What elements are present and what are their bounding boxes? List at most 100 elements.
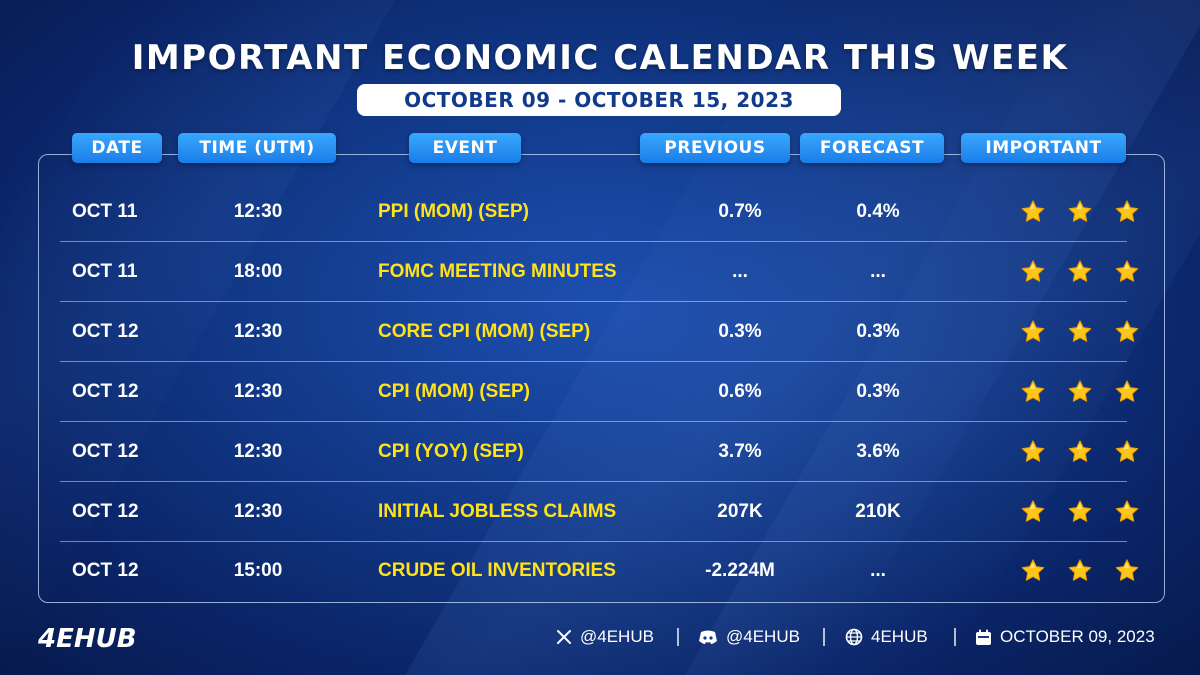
importance-rating	[1020, 242, 1140, 302]
discord-link[interactable]: @4EHUB	[698, 620, 800, 654]
star-icon	[1068, 500, 1092, 522]
date-cell: OCT 12	[72, 501, 139, 522]
importance-rating	[1020, 302, 1140, 362]
date-cell: OCT 12	[72, 381, 139, 402]
time-cell: 12:30	[233, 201, 283, 222]
star-icon	[1021, 559, 1045, 581]
previous-cell: 0.7%	[718, 201, 762, 222]
importance-rating	[1020, 482, 1140, 542]
previous-cell: 0.3%	[718, 321, 762, 342]
star-icon	[1115, 200, 1139, 222]
event-cell: FOMC MEETING MINUTES	[378, 261, 617, 282]
date-cell: OCT 12	[72, 560, 139, 581]
importance-rating	[1020, 362, 1140, 422]
column-header-forecast: FORECAST	[800, 133, 944, 163]
row-divider	[60, 541, 1127, 542]
footer-date: OCTOBER 09, 2023	[975, 620, 1155, 654]
page-title: IMPORTANT ECONOMIC CALENDAR THIS WEEK	[131, 38, 1069, 78]
event-cell: CPI (MOM) (SEP)	[378, 381, 530, 402]
forecast-cell: ...	[870, 261, 886, 282]
previous-cell: 0.6%	[718, 381, 762, 402]
date-cell: OCT 12	[72, 321, 139, 342]
forecast-cell: 3.6%	[856, 441, 900, 462]
previous-cell: -2.224M	[705, 560, 775, 581]
event-cell: PPI (MOM) (SEP)	[378, 201, 529, 222]
brand-logo-text: 4EHUB	[38, 624, 137, 652]
row-divider	[60, 421, 1127, 422]
x-link[interactable]: @4EHUB	[556, 620, 654, 654]
forecast-cell: 0.4%	[856, 201, 900, 222]
date-range-badge: OCTOBER 09 - OCTOBER 15, 2023	[357, 84, 841, 116]
star-icon	[1115, 380, 1139, 402]
forecast-cell: 0.3%	[856, 321, 900, 342]
website-link[interactable]: 4EHUB	[845, 620, 928, 654]
star-icon	[1021, 380, 1045, 402]
brand-logo: 4EHUB	[38, 624, 137, 652]
forecast-cell: 0.3%	[856, 381, 900, 402]
star-icon	[1021, 320, 1045, 342]
star-icon	[1021, 500, 1045, 522]
globe-icon	[845, 628, 863, 646]
footer-date-text: OCTOBER 09, 2023	[1000, 627, 1155, 646]
footer-divider	[677, 628, 679, 646]
time-cell: 12:30	[233, 321, 283, 342]
forecast-cell: 210K	[855, 501, 901, 522]
star-icon	[1068, 260, 1092, 282]
calendar-icon	[976, 629, 991, 645]
date-cell: OCT 12	[72, 441, 139, 462]
star-icon	[1021, 440, 1045, 462]
star-icon	[1115, 559, 1139, 581]
footer: 4EHUB @4EHUB @4EHUB 4EHUB OCTO	[0, 620, 1200, 654]
time-cell: 12:30	[233, 501, 283, 522]
discord-icon	[699, 630, 717, 644]
importance-rating	[1020, 182, 1140, 242]
previous-cell: ...	[732, 261, 748, 282]
event-cell: INITIAL JOBLESS CLAIMS	[378, 501, 617, 522]
table-row: OCT 11 12:30 PPI (MOM) (SEP) 0.7% 0.4%	[38, 182, 1165, 242]
star-icon	[1115, 260, 1139, 282]
table-row: OCT 12 12:30 INITIAL JOBLESS CLAIMS 207K 210…	[38, 482, 1165, 542]
time-cell: 12:30	[233, 441, 283, 462]
date-cell: OCT 11	[72, 201, 138, 222]
forecast-cell: ...	[870, 560, 886, 581]
column-header-important: IMPORTANT	[961, 133, 1126, 163]
time-cell: 18:00	[233, 261, 283, 282]
star-icon	[1068, 200, 1092, 222]
table-row: OCT 11 18:00 FOMC MEETING MINUTES......	[38, 242, 1165, 302]
event-cell: CORE CPI (MOM) (SEP)	[378, 321, 591, 342]
star-icon	[1021, 200, 1045, 222]
column-header-event: EVENT	[409, 133, 521, 163]
date-cell: OCT 11	[72, 261, 138, 282]
x-icon	[557, 630, 571, 644]
star-icon	[1115, 440, 1139, 462]
row-divider	[60, 241, 1127, 242]
previous-cell: 207K	[717, 501, 763, 522]
star-icon	[1115, 500, 1139, 522]
row-divider	[60, 301, 1127, 302]
table-row: OCT 12 12:30 CORE CPI (MOM) (SEP) 0.3% 0.3%	[38, 302, 1165, 362]
column-header-time: TIME (UTM)	[178, 133, 336, 163]
importance-rating	[1020, 422, 1140, 482]
footer-divider	[823, 628, 825, 646]
star-icon	[1021, 260, 1045, 282]
website-text: 4EHUB	[871, 627, 928, 646]
star-icon	[1068, 320, 1092, 342]
row-divider	[60, 361, 1127, 362]
calendar-table-panel	[38, 154, 1165, 603]
importance-rating	[1020, 541, 1140, 601]
row-divider	[60, 481, 1127, 482]
event-cell: CRUDE OIL INVENTORIES	[378, 560, 616, 581]
column-header-date: DATE	[72, 133, 162, 163]
event-cell: CPI (YOY) (SEP)	[378, 441, 524, 462]
x-handle: @4EHUB	[580, 627, 654, 646]
star-icon	[1068, 380, 1092, 402]
table-row: OCT 12 12:30 CPI (MOM) (SEP) 0.6% 0.3%	[38, 362, 1165, 422]
star-icon	[1115, 320, 1139, 342]
table-row: OCT 12 12:30 CPI (YOY) (SEP) 3.7% 3.6%	[38, 422, 1165, 482]
star-icon	[1068, 440, 1092, 462]
column-header-previous: PREVIOUS	[640, 133, 790, 163]
time-cell: 12:30	[233, 381, 283, 402]
table-row: OCT 12 15:00 CRUDE OIL INVENTORIES -2.224M.…	[38, 541, 1165, 601]
previous-cell: 3.7%	[718, 441, 762, 462]
footer-divider	[954, 628, 956, 646]
